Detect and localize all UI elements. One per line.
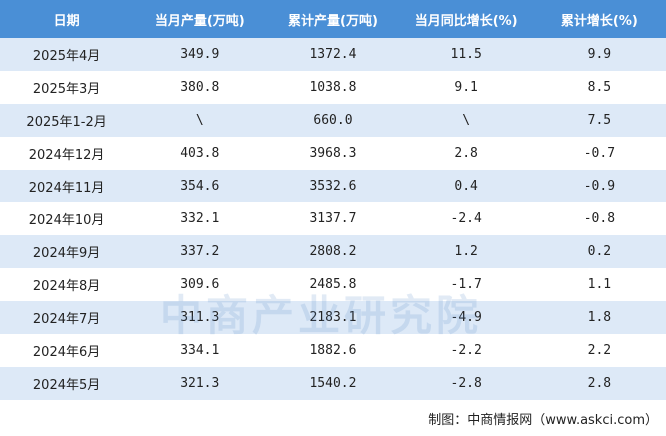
table-cell: 321.3 [133,366,267,400]
table-row: 2024年10月 332.1 3137.7 -2.4 -0.8 [0,202,666,236]
table-cell: 349.9 [133,38,267,71]
header-cell: 累计产量(万吨) [266,0,400,38]
table-cell: 1372.4 [266,38,400,71]
table-cell: 2024年8月 [0,268,134,302]
table-cell: 1038.8 [266,70,400,104]
table-cell: 380.8 [133,70,267,104]
table-cell: 0.4 [399,169,533,203]
table-row: 2024年12月 403.8 3968.3 2.8 -0.7 [0,136,666,170]
table-cell: -2.8 [399,366,533,400]
header-cell: 累计增长(%) [532,0,666,38]
table-cell: 334.1 [133,334,267,367]
table-cell: 1540.2 [266,366,400,400]
table-row: 2024年8月 309.6 2485.8 -1.7 1.1 [0,268,666,302]
table-cell: 2024年5月 [0,366,134,400]
table-cell: 2.2 [532,334,666,367]
table-cell: 332.1 [133,202,267,236]
data-table: 日期 当月产量(万吨) 累计产量(万吨) 当月同比增长(%) 累计增长(%) 2025年… [0,0,666,400]
table-cell: 2024年6月 [0,334,134,367]
table-cell: 2024年7月 [0,301,134,335]
table-cell: 1.1 [532,268,666,302]
table-cell: 2024年12月 [0,136,134,170]
table-cell: 2025年1-2月 [0,103,134,137]
table-cell: 2024年9月 [0,235,134,269]
table-cell: \ [133,103,267,137]
table-cell: 3532.6 [266,169,400,203]
table-cell: -1.7 [399,268,533,302]
header-cell: 当月产量(万吨) [133,0,267,38]
table-cell: 2024年10月 [0,202,134,236]
table-cell: 2.8 [399,136,533,170]
table-cell: 660.0 [266,103,400,137]
table-cell: 337.2 [133,235,267,269]
table-cell: 2025年3月 [0,70,134,104]
table-cell: 2183.1 [266,301,400,335]
table-cell: 1.2 [399,235,533,269]
table-row: 2024年5月 321.3 1540.2 -2.8 2.8 [0,366,666,400]
table-cell: 9.9 [532,38,666,71]
footer: 制图：中商情报网（www.askci.com） [428,413,658,428]
table-cell: 403.8 [133,136,267,170]
table-row: 2025年3月 380.8 1038.8 9.1 8.5 [0,70,666,104]
table-cell: 2808.2 [266,235,400,269]
table-cell: 0.2 [532,235,666,269]
table-cell: 1882.6 [266,334,400,367]
table-cell: 309.6 [133,268,267,302]
table-row: 2024年7月 311.3 2183.1 -4.9 1.8 [0,301,666,335]
table-cell: 1.8 [532,301,666,335]
table-row: 2024年9月 337.2 2808.2 1.2 0.2 [0,235,666,269]
table-cell: 11.5 [399,38,533,71]
table-row: 2024年6月 334.1 1882.6 -2.2 2.2 [0,334,666,367]
table-cell: \ [399,103,533,137]
table-cell: 3968.3 [266,136,400,170]
table-cell: -0.9 [532,169,666,203]
table-cell: -0.8 [532,202,666,236]
table-row: 2024年11月 354.6 3532.6 0.4 -0.9 [0,169,666,203]
table-cell: 9.1 [399,70,533,104]
table-body: 2025年4月 349.9 1372.4 11.5 9.9 2025年3月 380.8 103… [0,38,666,400]
table-cell: 8.5 [532,70,666,104]
table-cell: 2024年11月 [0,169,134,203]
table-row: 2025年4月 349.9 1372.4 11.5 9.9 [0,38,666,71]
table-cell: 2025年4月 [0,38,134,71]
header-cell: 日期 [0,0,134,38]
header-row: 日期 当月产量(万吨) 累计产量(万吨) 当月同比增长(%) 累计增长(%) [0,0,666,38]
table-row: 2025年1-2月 \ 660.0 \ 7.5 [0,103,666,137]
table-cell: -2.4 [399,202,533,236]
table-cell: 2485.8 [266,268,400,302]
table-cell: 311.3 [133,301,267,335]
table-cell: -4.9 [399,301,533,335]
table-cell: -2.2 [399,334,533,367]
table-cell: 3137.7 [266,202,400,236]
table-cell: 7.5 [532,103,666,137]
table-cell: 2.8 [532,366,666,400]
table-cell: -0.7 [532,136,666,170]
table-cell: 354.6 [133,169,267,203]
header-cell: 当月同比增长(%) [399,0,533,38]
